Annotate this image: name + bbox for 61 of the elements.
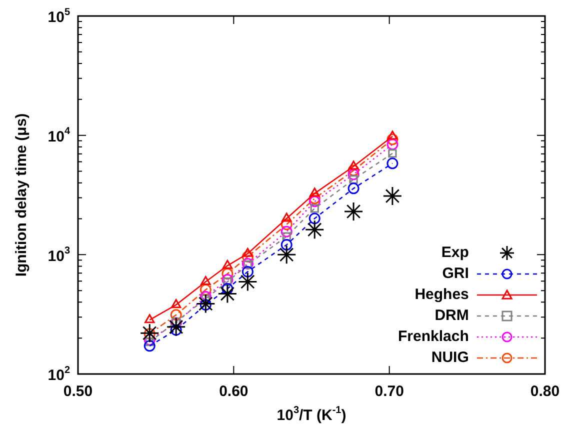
point bbox=[308, 192, 320, 204]
point bbox=[222, 268, 234, 280]
point bbox=[386, 138, 398, 150]
point bbox=[200, 299, 212, 311]
point bbox=[166, 317, 186, 337]
point bbox=[242, 250, 254, 262]
point bbox=[170, 324, 182, 336]
point bbox=[242, 248, 253, 257]
point bbox=[242, 258, 254, 270]
point bbox=[200, 290, 212, 302]
point bbox=[218, 284, 238, 304]
point bbox=[280, 218, 292, 230]
point bbox=[387, 130, 398, 140]
point bbox=[140, 323, 160, 343]
point bbox=[144, 334, 156, 346]
point bbox=[308, 196, 320, 208]
point bbox=[304, 220, 324, 240]
point bbox=[144, 340, 156, 352]
x-tick-label: 0.50 bbox=[63, 383, 93, 400]
point bbox=[280, 239, 292, 251]
point bbox=[382, 186, 402, 206]
point bbox=[238, 272, 258, 292]
point bbox=[386, 134, 398, 146]
point bbox=[200, 284, 212, 296]
point bbox=[223, 277, 232, 286]
x-tick-label: 0.60 bbox=[219, 383, 248, 400]
y-axis-title: Ignition delay time (μs) bbox=[13, 113, 30, 277]
point bbox=[344, 202, 364, 222]
legend-label: NUIG bbox=[431, 349, 469, 366]
x-tick-label: 0.70 bbox=[374, 383, 404, 400]
point bbox=[282, 212, 292, 222]
point bbox=[348, 164, 360, 176]
legend-label: Heghes bbox=[414, 286, 469, 303]
point bbox=[349, 175, 358, 184]
point bbox=[242, 266, 254, 278]
legend-label: Frenklach bbox=[398, 328, 469, 345]
point bbox=[280, 226, 292, 238]
point bbox=[308, 212, 320, 224]
point bbox=[276, 244, 296, 264]
point bbox=[282, 232, 291, 241]
legend-label: Exp bbox=[441, 244, 469, 261]
point bbox=[386, 158, 398, 170]
point bbox=[388, 149, 397, 158]
legend-label: GRI bbox=[442, 265, 469, 282]
legend-label: DRM bbox=[434, 307, 469, 324]
point bbox=[222, 260, 233, 269]
point bbox=[310, 188, 320, 197]
point bbox=[144, 314, 155, 324]
point bbox=[196, 294, 216, 314]
point bbox=[200, 276, 211, 285]
point bbox=[310, 204, 319, 213]
point bbox=[170, 309, 182, 321]
point bbox=[145, 338, 154, 346]
point bbox=[348, 182, 360, 194]
point bbox=[348, 160, 359, 170]
x-tick-label: 0.80 bbox=[530, 383, 560, 400]
point bbox=[348, 168, 360, 180]
point bbox=[222, 274, 234, 286]
point bbox=[170, 299, 182, 308]
point bbox=[243, 260, 252, 269]
point bbox=[144, 328, 156, 340]
